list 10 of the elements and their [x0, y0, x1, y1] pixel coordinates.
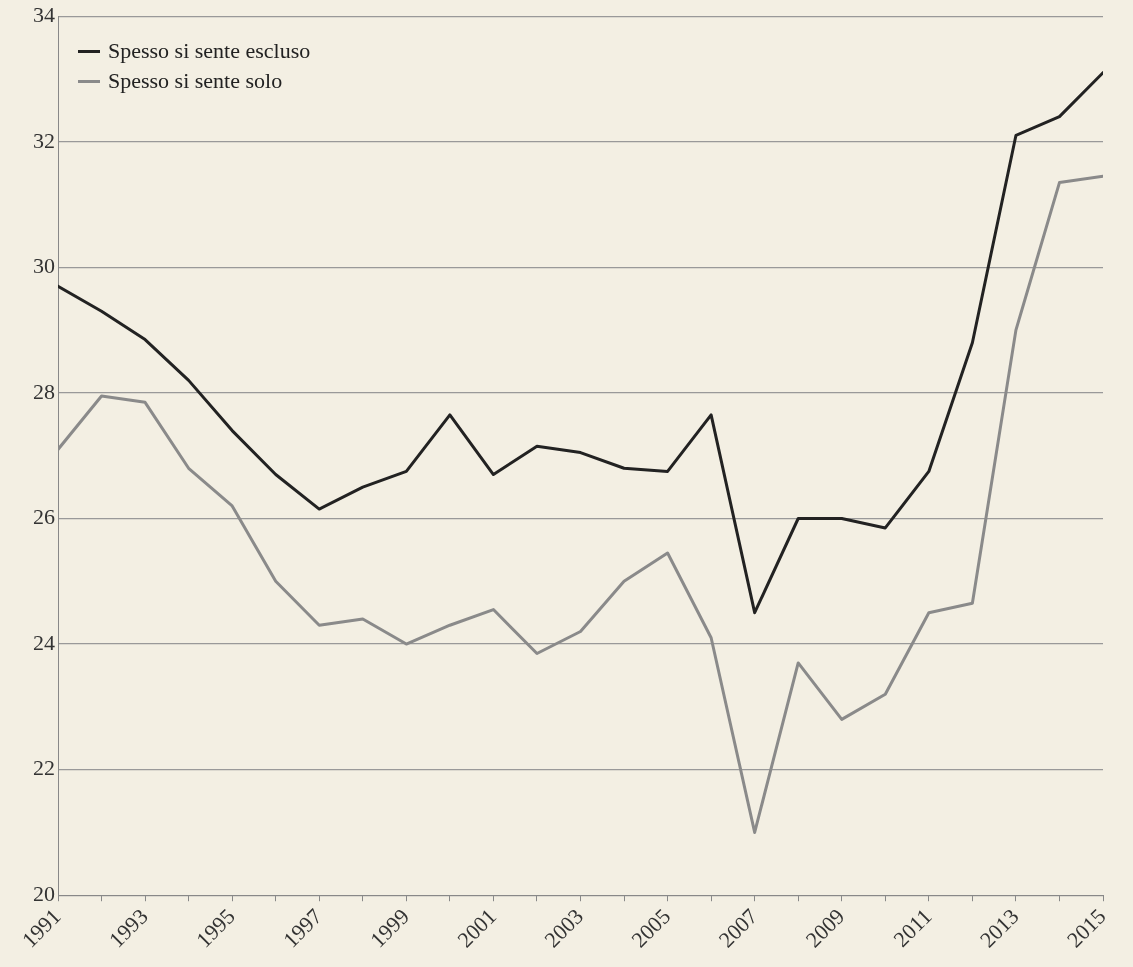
legend-label: Spesso si sente solo [108, 68, 283, 95]
y-tick-label: 30 [33, 253, 55, 279]
y-tick-label: 22 [33, 755, 55, 781]
legend-label: Spesso si sente escluso [108, 38, 311, 65]
y-tick-label: 26 [33, 504, 55, 530]
y-tick-label: 20 [33, 881, 55, 906]
y-tick-label: 34 [33, 1, 55, 27]
y-tick-label: 28 [33, 378, 55, 404]
y-tick-label: 32 [33, 127, 55, 153]
y-tick-label: 24 [33, 629, 55, 655]
